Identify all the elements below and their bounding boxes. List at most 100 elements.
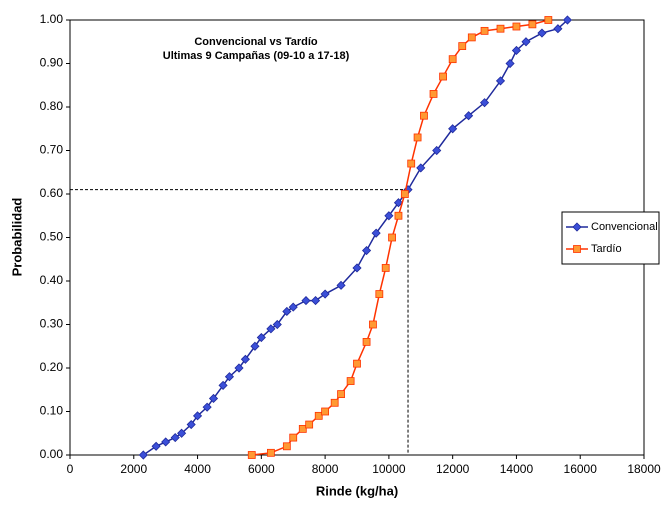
marker bbox=[448, 124, 458, 134]
marker bbox=[289, 433, 298, 442]
legend-label: Tardío bbox=[591, 243, 622, 255]
marker bbox=[352, 263, 362, 273]
marker bbox=[496, 24, 505, 33]
y-tick-label: 0.20 bbox=[40, 360, 64, 374]
y-tick-label: 0.10 bbox=[40, 404, 64, 418]
marker bbox=[161, 437, 171, 447]
marker bbox=[282, 306, 292, 317]
marker bbox=[240, 354, 250, 364]
marker bbox=[272, 319, 282, 330]
marker bbox=[330, 398, 339, 407]
y-tick-label: 0.30 bbox=[40, 317, 64, 331]
x-tick-label: 16000 bbox=[564, 462, 598, 476]
marker bbox=[416, 163, 426, 173]
y-tick-label: 1.00 bbox=[40, 12, 64, 26]
marker bbox=[234, 363, 244, 373]
legend-label: Convencional bbox=[591, 221, 658, 233]
marker bbox=[480, 26, 489, 35]
y-tick-label: 0.00 bbox=[40, 447, 64, 461]
y-tick-label: 0.70 bbox=[40, 143, 64, 157]
y-tick-label: 0.80 bbox=[40, 99, 64, 113]
marker bbox=[375, 290, 384, 298]
marker bbox=[544, 16, 553, 24]
marker bbox=[407, 159, 416, 168]
marker bbox=[562, 15, 573, 25]
x-tick-label: 6000 bbox=[248, 462, 275, 476]
marker bbox=[553, 24, 563, 34]
marker bbox=[288, 302, 298, 312]
marker bbox=[528, 20, 537, 29]
marker bbox=[384, 211, 394, 221]
marker bbox=[432, 145, 442, 156]
marker bbox=[464, 111, 474, 121]
marker bbox=[202, 402, 212, 412]
y-tick-label: 0.60 bbox=[40, 186, 64, 200]
marker bbox=[495, 76, 506, 86]
marker bbox=[505, 58, 515, 69]
x-tick-label: 10000 bbox=[372, 462, 406, 476]
x-axis-label: Rinde (kg/ha) bbox=[316, 483, 398, 498]
marker bbox=[305, 420, 314, 429]
marker bbox=[388, 233, 396, 242]
marker bbox=[247, 451, 256, 459]
legend-marker bbox=[572, 222, 582, 232]
marker bbox=[282, 442, 291, 451]
marker bbox=[511, 45, 522, 56]
x-tick-label: 14000 bbox=[500, 462, 534, 476]
marker bbox=[218, 380, 228, 390]
marker bbox=[512, 22, 521, 31]
marker bbox=[170, 433, 180, 443]
marker bbox=[393, 198, 404, 208]
marker bbox=[250, 341, 260, 351]
marker bbox=[256, 332, 266, 343]
x-tick-label: 4000 bbox=[184, 462, 211, 476]
marker bbox=[151, 441, 161, 451]
marker bbox=[224, 372, 235, 382]
marker bbox=[346, 377, 355, 385]
marker bbox=[321, 407, 330, 416]
marker bbox=[336, 280, 346, 290]
marker bbox=[439, 72, 448, 81]
chart-title: Convencional vs Tardío bbox=[194, 36, 318, 48]
x-tick-label: 12000 bbox=[436, 462, 470, 476]
marker bbox=[320, 289, 330, 299]
marker bbox=[521, 37, 531, 47]
y-tick-label: 0.40 bbox=[40, 273, 64, 287]
marker bbox=[467, 33, 476, 42]
marker bbox=[208, 393, 219, 404]
x-tick-label: 0 bbox=[67, 462, 74, 476]
legend-box bbox=[561, 211, 660, 265]
chart-subtitle: Ultimas 9 Campañas (09-10 a 17-18) bbox=[163, 50, 350, 62]
marker bbox=[394, 211, 403, 220]
marker bbox=[537, 28, 547, 38]
x-tick-label: 18000 bbox=[627, 462, 661, 476]
marker bbox=[371, 228, 381, 238]
marker bbox=[448, 55, 457, 64]
marker bbox=[301, 296, 311, 306]
plot-frame bbox=[69, 19, 645, 456]
y-tick-label: 0.90 bbox=[40, 56, 64, 70]
marker bbox=[362, 337, 371, 346]
marker bbox=[310, 296, 321, 306]
series-line bbox=[251, 19, 549, 456]
marker bbox=[381, 264, 390, 272]
marker bbox=[429, 90, 438, 98]
marker bbox=[138, 450, 148, 460]
x-tick-label: 2000 bbox=[120, 462, 147, 476]
marker bbox=[400, 190, 409, 198]
marker bbox=[298, 424, 307, 433]
x-tick-label: 8000 bbox=[312, 462, 339, 476]
marker bbox=[413, 133, 422, 142]
marker bbox=[362, 245, 372, 256]
marker bbox=[337, 390, 345, 399]
y-tick-label: 0.50 bbox=[40, 230, 64, 244]
series-line bbox=[142, 19, 568, 456]
marker bbox=[458, 42, 467, 50]
marker bbox=[186, 419, 196, 430]
legend-marker bbox=[573, 245, 581, 253]
marker bbox=[314, 411, 323, 420]
marker bbox=[420, 111, 428, 120]
marker bbox=[266, 448, 275, 457]
marker bbox=[369, 320, 377, 329]
